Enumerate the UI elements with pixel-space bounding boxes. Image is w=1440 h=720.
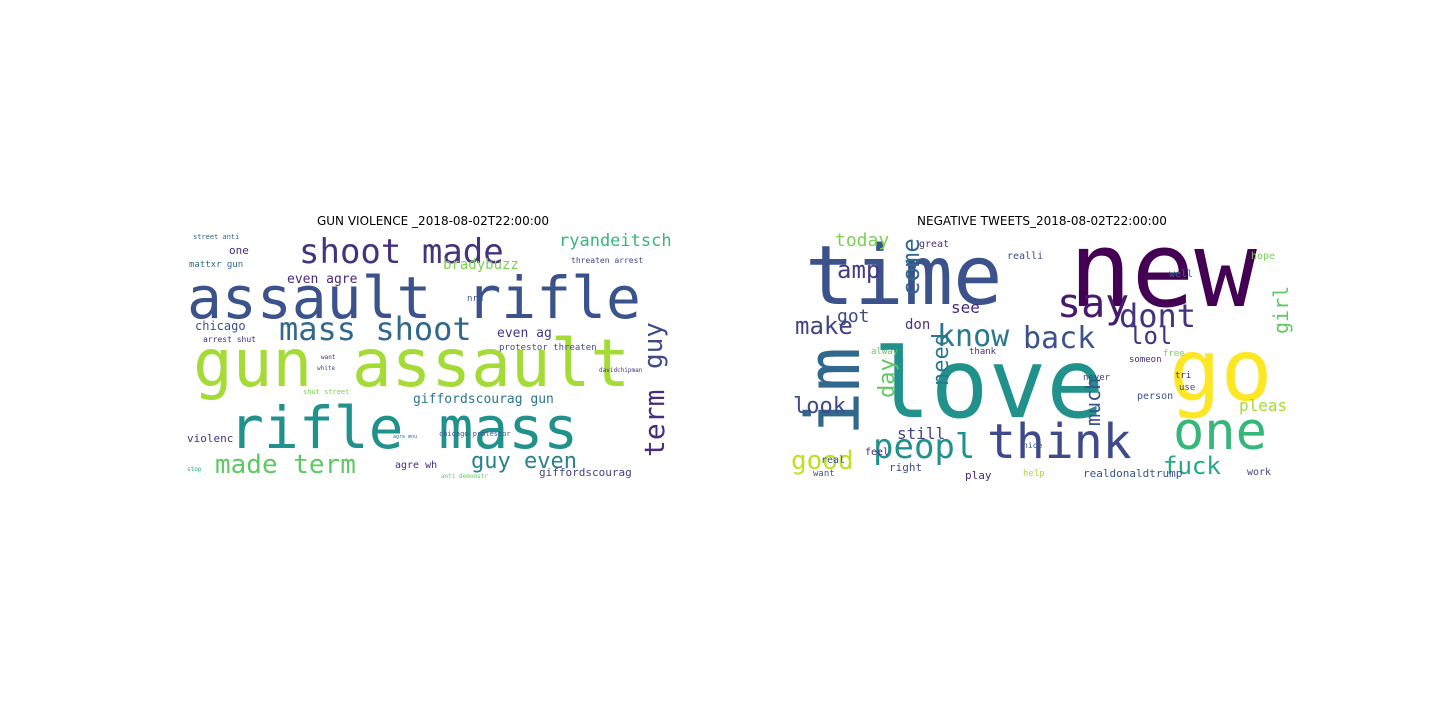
word-im: im [791,346,877,436]
word-look: look [793,394,846,419]
word-new: new [1069,230,1257,331]
word-stop: stop [187,466,202,473]
word-see: see [951,298,980,317]
word-guy-even: guy even [471,449,577,474]
word-nice: nice [1023,441,1043,450]
word-right: right [889,461,923,474]
word-make: make [795,312,853,340]
word-person: person [1137,391,1174,402]
word-use: use [1179,383,1196,393]
word-assault-rifle: assault rifle [187,264,641,332]
gun-violence-word-cloud: assault rifle gun assault rifle mass sho… [187,233,681,480]
negative-tweets-word-cloud: new time love go im one think say dont k… [791,230,1293,482]
word-protestor-threaten: protestor threaten [499,343,597,353]
word-street-anti: street anti [193,233,240,241]
word-much: much [1081,377,1105,426]
word-well: well [1169,269,1194,280]
word-one: one [229,244,249,257]
word-amp: amp [837,256,881,284]
word-rifle-mass: rifle mass [229,394,579,462]
word-today: today [835,230,890,251]
word-got: got [837,306,870,327]
word-know: know [937,319,1010,354]
word-giffordscourag-gun: giffordscourag gun [413,392,554,407]
word-agre-mnu: agre mnu [393,434,418,440]
word-tri: tri [1175,371,1192,381]
word-real: real [821,455,846,466]
word-think: think [987,414,1132,470]
word-peopl: peopl [873,427,976,467]
word-need: need [929,333,954,386]
word-nra: nra [467,294,484,304]
word-ryandeitsch: ryandeitsch [559,233,672,251]
word-fuck: fuck [1163,452,1221,480]
word-girl: girl [1269,285,1293,334]
word-guy: guy [639,322,669,369]
word-great: great [919,239,950,250]
word-realdonaldtrump: realdonaldtrump [1083,467,1183,480]
word-back: back [1023,321,1096,356]
word-don: don [905,317,931,333]
word-hope: hope [1251,251,1276,262]
word-term: term [638,389,671,457]
word-good: good [791,446,854,476]
word-made-term: made term [215,450,356,480]
word-mass-shoot: mass shoot [279,310,472,348]
word-davidchipman: davidchipman [599,367,643,374]
word-realli: realli [1007,251,1044,262]
word-even-ag: even ag [497,326,552,341]
word-threaten-arrest: threaten arrest [571,256,644,265]
word-chicago-protestor: chicago protestor [439,430,511,438]
word-chicago: chicago [195,319,246,333]
word-pleas: pleas [1239,396,1288,415]
word-feel: feel [865,447,890,458]
left-panel-title: GUN VIOLENCE _2018-08-02T22:00:00 [316,214,550,228]
word-want: want [321,354,336,361]
word-violenc: violenc [187,432,234,445]
word-never: never [1083,373,1111,383]
word-day: day [875,358,900,398]
word-white: white [317,365,336,372]
word-lol: lol [1129,322,1173,350]
word-shut-street: shut street [303,388,350,396]
word-anti-demonstr: anti demonstr [441,473,488,480]
word-dont: dont [1119,297,1197,335]
word-gun-assault: gun assault [193,325,631,402]
word-agre-wh: agre wh [395,460,438,471]
word-shoot-made: shoot made [299,233,504,272]
word-free: free [1163,349,1185,359]
word-even-agre: even agre [287,272,358,287]
word-want: want [813,469,835,479]
word-one: one [1173,402,1267,462]
word-help: help [1023,469,1045,479]
word-mattxr-gun: mattxr gun [189,260,244,270]
word-thank: thank [969,347,997,357]
word-work: work [1247,467,1272,478]
right-panel-title: NEGATIVE TWEETS_2018-08-02T22:00:00 [917,214,1167,228]
word-go: go [1169,321,1273,421]
word-someon: someon [1129,355,1162,365]
word-arrest-shut: arrest shut [203,335,256,344]
word-time: time [805,230,1003,324]
word-say: say [1057,281,1130,327]
word-still: still [897,424,946,443]
word-bradybuzz: bradybuzz [443,257,519,273]
word-play: play [965,469,992,482]
word-giffordscourag: giffordscourag [539,466,632,479]
word-love: love [873,328,1105,440]
word-alway: alway [871,347,899,357]
